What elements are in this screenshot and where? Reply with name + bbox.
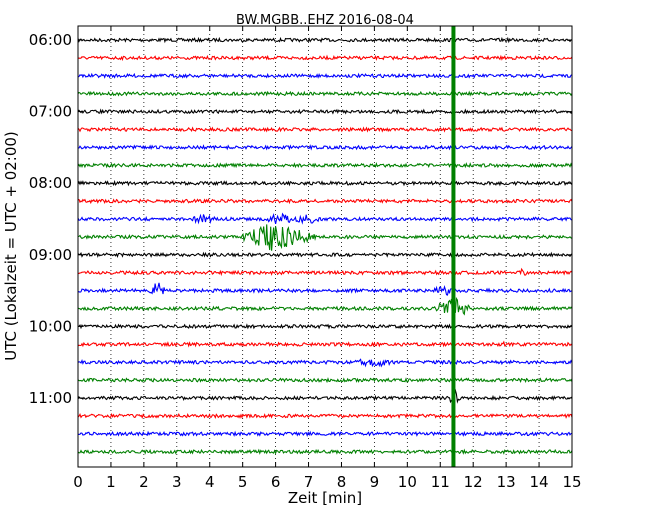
seismic-trace — [77, 179, 573, 187]
plot-frame — [77, 25, 573, 468]
y-tick-label: 11:00 — [29, 389, 72, 407]
seismic-trace — [78, 144, 573, 151]
x-tick-label: 14 — [530, 473, 549, 491]
x-tick-label: 7 — [304, 473, 314, 491]
grid-lines — [110, 26, 540, 467]
seismic-trace — [77, 430, 573, 438]
x-tick-label: 9 — [370, 473, 380, 491]
seismic-trace — [77, 282, 573, 296]
y-tick-label: 08:00 — [29, 174, 72, 192]
seismic-trace — [77, 212, 573, 225]
spike-line — [451, 26, 456, 467]
chart-title: BW.MGBB..EHZ 2016-08-04 — [236, 13, 414, 28]
seismic-trace — [77, 108, 573, 115]
seismic-trace — [77, 90, 573, 97]
x-tick-label: 8 — [337, 473, 347, 491]
seismic-trace — [77, 267, 573, 277]
seismic-trace — [77, 340, 573, 348]
x-tick-label: 1 — [106, 473, 116, 491]
x-axis-ticks: 0 1 2 3 4 5 6 7 8 9 10 11 12 13 14 15 — [73, 26, 582, 491]
seismic-trace — [77, 448, 573, 455]
x-tick-label: 11 — [431, 473, 450, 491]
y-tick-label: 06:00 — [29, 31, 72, 49]
seismic-trace — [77, 126, 573, 133]
seismic-trace — [77, 162, 573, 169]
x-tick-label: 6 — [271, 473, 281, 491]
x-tick-label: 10 — [398, 473, 417, 491]
seismic-trace — [77, 72, 573, 79]
y-tick-label: 09:00 — [29, 246, 72, 264]
x-tick-label: 5 — [238, 473, 248, 491]
seismic-trace — [77, 358, 573, 368]
seismic-trace — [77, 224, 573, 251]
x-tick-label: 2 — [139, 473, 149, 491]
x-tick-label: 13 — [497, 473, 516, 491]
x-tick-label: 15 — [562, 473, 581, 491]
spike-group — [451, 26, 456, 467]
x-tick-label: 3 — [172, 473, 182, 491]
x-tick-label: 0 — [73, 473, 83, 491]
seismic-trace — [77, 36, 573, 44]
y-axis-label: UTC (Lokalzeit = UTC + 02:00) — [2, 131, 20, 361]
seismic-trace — [77, 251, 573, 258]
x-tick-label: 4 — [205, 473, 215, 491]
trace-group — [77, 36, 573, 455]
seismic-trace — [77, 54, 573, 62]
y-tick-label: 07:00 — [29, 103, 72, 121]
seismic-trace — [78, 197, 573, 205]
y-axis-ticks: 06:00 07:00 08:00 09:00 10:00 11:00 — [29, 31, 572, 407]
x-axis-label: Zeit [min] — [288, 489, 362, 507]
x-tick-label: 12 — [464, 473, 483, 491]
seismic-trace — [77, 377, 573, 384]
seismic-trace — [77, 412, 573, 419]
seismic-trace — [77, 388, 573, 406]
seismic-trace — [77, 296, 573, 318]
seismic-trace — [77, 323, 573, 330]
y-tick-label: 10:00 — [29, 317, 72, 335]
